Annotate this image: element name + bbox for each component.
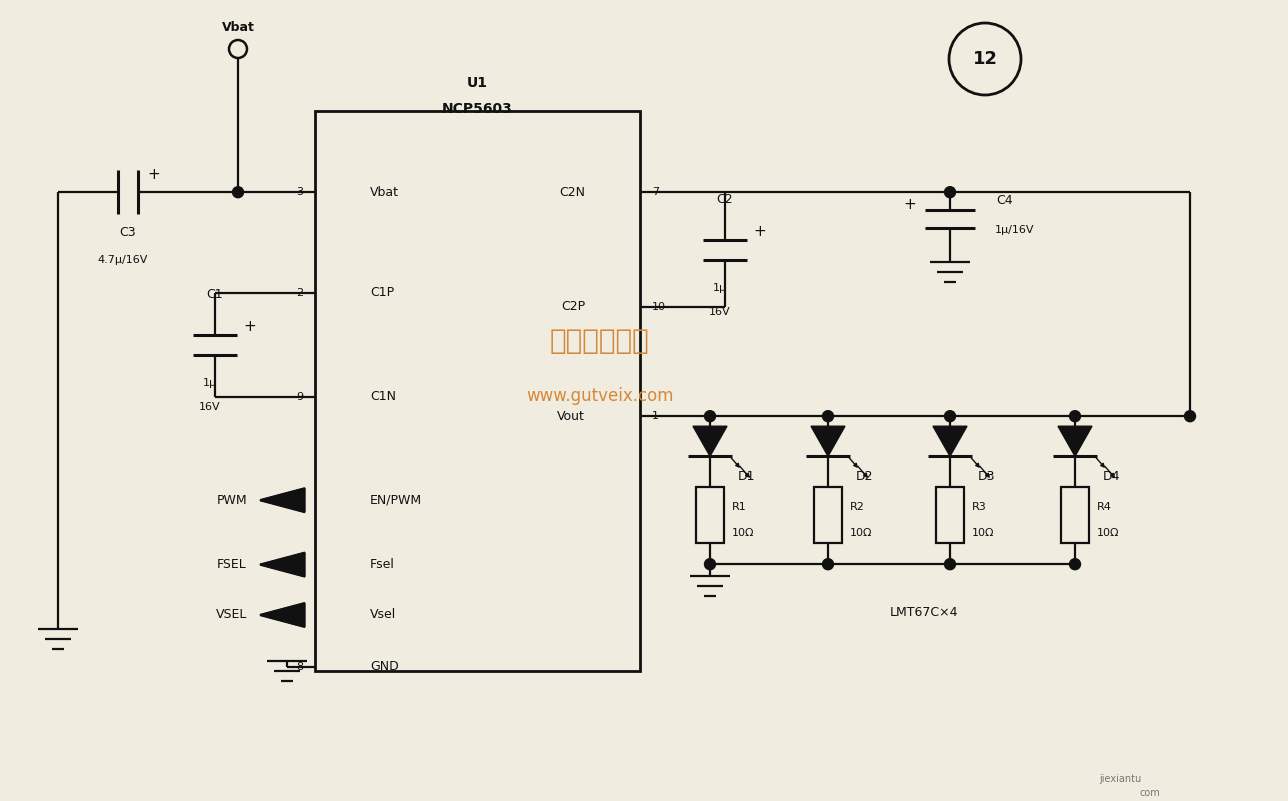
Circle shape: [944, 559, 956, 570]
Polygon shape: [260, 553, 305, 577]
Text: 10Ω: 10Ω: [850, 528, 872, 538]
Text: +: +: [904, 197, 916, 211]
Polygon shape: [693, 426, 726, 457]
Circle shape: [705, 411, 716, 421]
Text: 1: 1: [652, 411, 659, 421]
Text: +: +: [148, 167, 161, 182]
Circle shape: [944, 187, 956, 198]
Text: 1μ: 1μ: [204, 378, 218, 388]
Text: 10Ω: 10Ω: [1097, 528, 1119, 538]
Text: Vsel: Vsel: [370, 609, 397, 622]
Circle shape: [1069, 411, 1081, 421]
Circle shape: [1069, 559, 1081, 570]
Text: EN/PWM: EN/PWM: [370, 493, 422, 507]
Text: R2: R2: [850, 502, 864, 512]
Text: 7: 7: [652, 187, 659, 197]
Text: FSEL: FSEL: [218, 558, 247, 571]
Text: C2P: C2P: [560, 300, 585, 313]
Bar: [1061, 487, 1088, 543]
Text: 10Ω: 10Ω: [732, 528, 755, 538]
Text: 10Ω: 10Ω: [972, 528, 994, 538]
Text: C1P: C1P: [370, 287, 394, 300]
Bar: [814, 487, 842, 543]
Text: www.gutveix.com: www.gutveix.com: [527, 387, 674, 405]
Bar: [936, 487, 963, 543]
Text: C2: C2: [716, 193, 733, 206]
Text: 1μ: 1μ: [714, 283, 726, 292]
Text: VSEL: VSEL: [215, 609, 247, 622]
Text: D4: D4: [1103, 469, 1121, 483]
Text: 1μ/16V: 1μ/16V: [996, 225, 1034, 235]
Text: 10: 10: [652, 302, 666, 312]
Polygon shape: [811, 426, 845, 457]
Text: GND: GND: [370, 660, 399, 673]
Circle shape: [823, 411, 833, 421]
Text: Vbat: Vbat: [222, 21, 255, 34]
Text: D2: D2: [857, 469, 873, 483]
Text: +: +: [243, 320, 256, 334]
Text: jiexiantu: jiexiantu: [1099, 774, 1141, 784]
Text: C3: C3: [120, 226, 137, 239]
Text: C1N: C1N: [370, 390, 395, 403]
Text: Vbat: Vbat: [370, 186, 399, 199]
Circle shape: [705, 559, 716, 570]
Text: 4.7μ/16V: 4.7μ/16V: [98, 256, 148, 265]
Text: R3: R3: [972, 502, 987, 512]
Polygon shape: [933, 426, 967, 457]
Text: Fsel: Fsel: [370, 558, 395, 571]
Text: D1: D1: [738, 469, 756, 483]
Text: U1: U1: [468, 76, 488, 90]
Bar: [696, 487, 724, 543]
Text: LMT67C×4: LMT67C×4: [890, 606, 958, 618]
Text: PWM: PWM: [216, 493, 247, 507]
Text: 5: 5: [296, 610, 303, 620]
Text: 9: 9: [296, 392, 303, 401]
Text: 6: 6: [296, 495, 303, 505]
Text: 16V: 16V: [710, 307, 730, 316]
Text: NCP5603: NCP5603: [442, 102, 513, 116]
Text: com: com: [1140, 788, 1160, 798]
Polygon shape: [260, 603, 305, 627]
Text: 4: 4: [296, 560, 303, 570]
Text: C1: C1: [206, 288, 223, 301]
Polygon shape: [260, 488, 305, 512]
Circle shape: [823, 559, 833, 570]
Text: 12: 12: [972, 50, 997, 68]
Text: C4: C4: [997, 194, 1014, 207]
Text: D3: D3: [978, 469, 996, 483]
Circle shape: [233, 187, 243, 198]
Text: R1: R1: [732, 502, 747, 512]
Text: C2N: C2N: [559, 186, 585, 199]
Text: 8: 8: [296, 662, 303, 671]
Text: Vout: Vout: [558, 409, 585, 423]
Bar: [316, 111, 640, 671]
Polygon shape: [1057, 426, 1092, 457]
Text: 精通维修下载: 精通维修下载: [550, 327, 650, 355]
Text: R4: R4: [1097, 502, 1112, 512]
Circle shape: [1185, 411, 1195, 421]
Text: 16V: 16V: [200, 402, 220, 412]
Circle shape: [944, 411, 956, 421]
Text: 2: 2: [296, 288, 303, 298]
Text: +: +: [753, 224, 766, 239]
Text: 3: 3: [296, 187, 303, 197]
